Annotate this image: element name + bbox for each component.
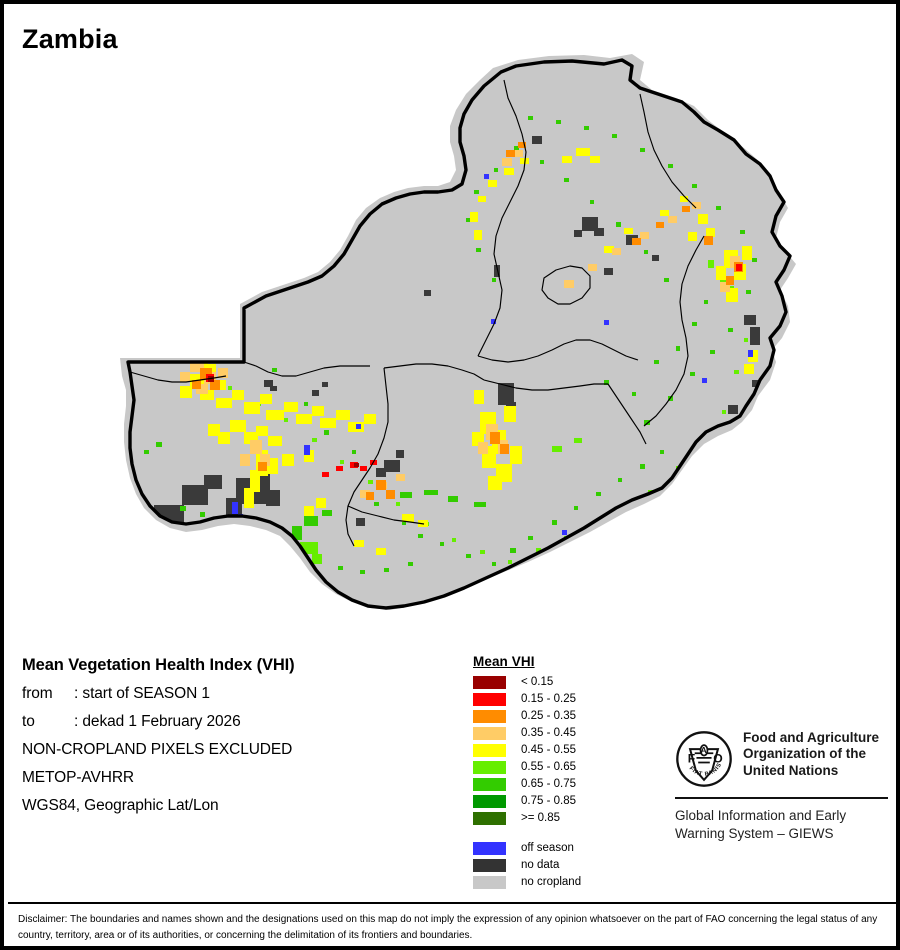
info-row-from: from : start of SEASON 1 [22,685,442,703]
legend-swatch [473,841,506,855]
legend-label: 0.65 - 0.75 [521,778,576,790]
giews-label: Global Information and Early Warning Sys… [675,807,890,843]
giews-line1: Global Information and Early [675,808,847,823]
legend-swatch [473,675,506,689]
legend-label: < 0.15 [521,676,554,688]
legend-spacer [473,827,581,840]
legend-item: 0.55 - 0.65 [473,759,581,775]
legend-swatch [473,709,506,723]
legend-label: 0.25 - 0.35 [521,710,576,722]
fao-org-line2: Organization of the [743,746,866,762]
info-row-sensor: METOP-AVHRR [22,769,135,786]
legend-item: >= 0.85 [473,810,581,826]
info-row-projection: WGS84, Geographic Lat/Lon [22,797,219,814]
legend-label: 0.55 - 0.65 [521,761,576,773]
legend-item: < 0.15 [473,674,581,690]
disclaimer-text: Disclaimer: The boundaries and names sho… [18,914,878,941]
map-basemap [120,54,796,610]
legend-label: 0.35 - 0.45 [521,727,576,739]
legend-swatch [473,811,506,825]
legend-label: off season [521,842,574,854]
legend-item: 0.65 - 0.75 [473,776,581,792]
fao-org-line1: Food and Agriculture [743,730,879,745]
map-no-cropland-halo [120,54,796,610]
legend-swatch [473,692,506,706]
info-row-excluded: NON-CROPLAND PIXELS EXCLUDED [22,741,293,758]
svg-text:A: A [701,745,708,755]
disclaimer-divider [8,902,896,904]
info-heading: Mean Vegetation Health Index (VHI) [22,656,295,674]
legend-item-special: no data [473,857,581,873]
fao-branding: F A O FIAT PANIS Food and Agriculture Or… [675,730,890,843]
legend-item-special: no cropland [473,874,581,890]
fao-org-line3: United Nations [743,762,839,778]
legend-label: 0.15 - 0.25 [521,693,576,705]
fao-logo-icon: F A O FIAT PANIS [675,730,733,788]
map-info-block: Mean Vegetation Health Index (VHI) from:… [22,656,442,825]
legend-item: 0.35 - 0.45 [473,725,581,741]
legend-swatch [473,760,506,774]
legend-item: 0.25 - 0.35 [473,708,581,724]
from-value: : start of SEASON 1 [74,685,210,702]
national-border [126,58,792,610]
info-row-to: to : dekad 1 February 2026 [22,713,442,731]
legend-swatch [473,858,506,872]
giews-line2: Warning System – GIEWS [675,825,834,841]
legend-swatch [473,743,506,757]
fao-organization-name: Food and Agriculture Organization of the… [743,730,879,779]
legend-item: 0.45 - 0.55 [473,742,581,758]
legend-label: no data [521,859,560,871]
province-boundaries [129,79,705,547]
page-title: Zambia [22,24,118,54]
zambia-map [4,50,896,640]
svg-text:F: F [688,751,695,765]
from-label: from [22,685,53,702]
fao-header-row: F A O FIAT PANIS Food and Agriculture Or… [675,730,890,788]
legend-swatch [473,777,506,791]
to-value: : dekad 1 February 2026 [74,713,241,730]
legend-swatch [473,726,506,740]
legend-label: no cropland [521,876,582,888]
svg-text:O: O [713,751,722,765]
legend-swatch [473,794,506,808]
legend-label: 0.45 - 0.55 [521,744,576,756]
fao-divider [675,797,888,799]
legend-swatch [473,875,506,889]
legend-label: >= 0.85 [521,812,561,824]
legend-item: 0.75 - 0.85 [473,793,581,809]
legend-label: 0.75 - 0.85 [521,795,576,807]
legend-item: 0.15 - 0.25 [473,691,581,707]
legend-title: Mean VHI [473,654,535,669]
legend: Mean VHI < 0.15 0.15 - 0.25 0.25 - 0.35 … [473,654,581,891]
to-label: to [22,713,35,730]
legend-item-special: off season [473,840,581,856]
